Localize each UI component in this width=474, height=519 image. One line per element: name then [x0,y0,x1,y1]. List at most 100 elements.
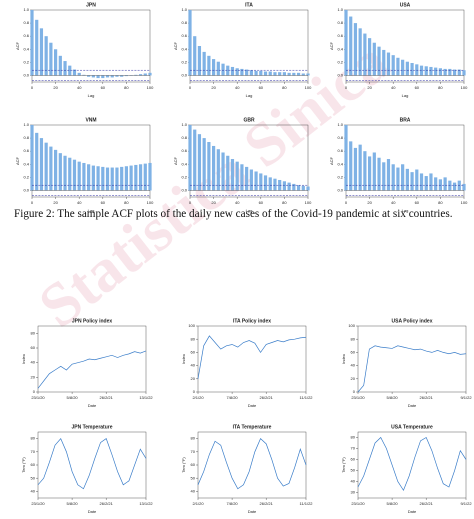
acf-bar [245,69,249,76]
y-axis-label: Index [341,354,346,364]
x-tick-label: 23/1/20 [351,501,365,506]
acf-bar [54,149,58,191]
acf-bar [68,157,72,191]
acf-bar [301,73,305,76]
acf-bar [226,65,230,76]
x-tick-label: 60 [415,85,420,90]
acf-bar [363,33,367,76]
acf-bar [134,164,138,191]
acf-bar [249,169,253,191]
x-tick-label: 20 [53,200,58,205]
y-tick-label: 0.8 [23,20,29,25]
y-tick-label: 80 [191,336,196,341]
acf-bar [434,177,438,191]
plot-frame [197,431,307,499]
acf-bar [212,145,216,191]
x-tick-label: 100 [461,200,468,205]
acf-bar [344,10,348,76]
x-tick-label: 13/1/22 [139,501,153,506]
x-tick-label: 26/2/21 [100,501,114,506]
acf-bar [419,173,424,191]
x-axis-label: Lag [88,93,95,98]
acf-bar [240,164,244,191]
x-tick-label: 20 [211,85,216,90]
series-line [357,436,467,492]
x-axis-label: Lag [402,208,409,213]
acf-bar [382,162,386,191]
acf-bar [306,186,310,191]
acf-bar [124,75,128,77]
acf-bar [193,36,197,76]
acf-bar [462,183,466,191]
chart-title: VNM [85,117,96,123]
x-tick-label: 0 [189,85,192,90]
acf-bar [268,177,272,191]
y-tick-label: 20 [191,376,196,381]
chart-title: JPN Policy index [72,318,113,324]
acf-bar [410,172,414,191]
y-tick-label: 80 [31,330,36,335]
y-axis-label: ACF [329,41,334,50]
acf-bar [301,185,305,191]
y-tick-label: 0.6 [181,148,187,153]
chart-panel: GBR Lag ACF 0.0 0.2 0.4 0.6 0.8 1.0 0 20 40 60 80 100 [173,117,312,213]
acf-bar [306,73,310,76]
acf-bar [44,142,48,191]
acf-bar [401,164,405,191]
acf-bar [452,69,457,76]
y-axis-label: Index [181,354,186,364]
y-tick-label: 0.4 [337,46,343,51]
y-tick-label: 0 [353,389,356,394]
y-tick-label: 60 [351,349,356,354]
acf-bar [396,167,400,191]
acf-bar [202,51,206,76]
x-tick-label: 60 [259,200,264,205]
acf-bar [188,125,192,191]
x-tick-label: 0 [31,85,34,90]
x-tick-label: 80 [282,200,287,205]
acf-bar [396,57,400,76]
acf-bar [438,68,442,76]
x-tick-label: 100 [147,200,154,205]
x-axis-label: Lag [246,208,253,213]
acf-bar [82,74,86,76]
y-tick-label: 100 [348,323,355,328]
acf-bar [278,72,282,76]
acf-bar [101,75,105,79]
y-tick-label: 80 [351,435,356,440]
y-tick-label: 0 [33,389,36,394]
acf-bar [235,68,239,76]
y-tick-label: 0.2 [23,59,29,64]
x-axis-label: Lag [402,93,409,98]
acf-bar [358,28,362,76]
acf-bar [129,165,133,191]
chart-title: ITA [245,2,253,8]
acf-bar [448,68,452,76]
y-axis-label: Index [21,354,26,364]
y-axis-label: Tem (°F) [181,457,186,473]
acf-bar [230,66,235,76]
x-tick-label: 40 [235,200,240,205]
acf-bar [405,168,409,191]
acf-bar [115,167,119,191]
y-tick-label: 1.0 [337,122,343,127]
x-tick-label: 9/1/22 [460,501,472,506]
y-axis-label: ACF [15,156,20,165]
acf-bar [448,180,452,191]
acf-bar [143,163,147,191]
acf-bar [259,70,263,76]
x-tick-label: 9/1/22 [460,395,472,400]
acf-bar [372,42,376,76]
acf-bar [249,70,253,76]
x-tick-label: 0 [345,200,348,205]
chart-panel: VNM Lag ACF 0.0 0.2 0.4 0.6 0.8 1.0 0 20 40 60 80 100 [15,117,154,213]
acf-bar [263,71,268,76]
x-tick-label: 5/8/20 [67,395,79,400]
acf-bar [287,72,291,76]
y-tick-label: 60 [191,462,196,467]
y-tick-label: 0.4 [337,161,343,166]
x-tick-label: 26/2/21 [260,395,274,400]
acf-bar [148,72,152,76]
x-tick-label: 26/2/21 [420,395,434,400]
y-tick-label: 1.0 [181,7,187,12]
